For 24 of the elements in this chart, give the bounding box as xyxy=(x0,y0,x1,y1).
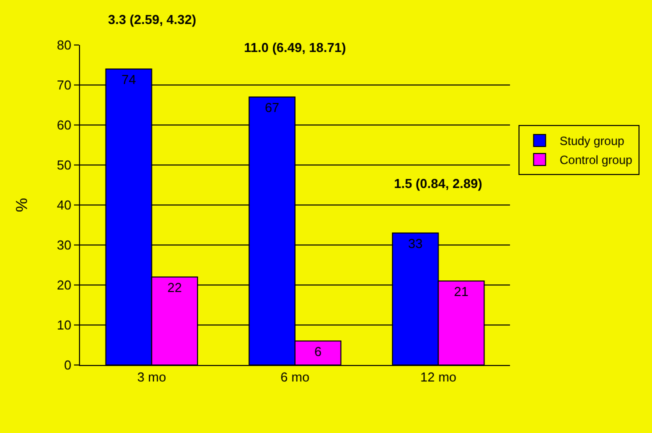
annotation: 1.5 (0.84, 2.89) xyxy=(394,176,482,191)
data-label: 67 xyxy=(264,100,280,115)
x-tick-label: 6 mo xyxy=(280,370,310,385)
text: 3.3 (2.59, 4.32) xyxy=(108,12,196,27)
data-label: 6 xyxy=(314,344,322,359)
legend-label: Study group xyxy=(560,134,625,148)
legend-label: Control group xyxy=(560,153,633,168)
data-label: 22 xyxy=(167,280,182,295)
y-axis-title: % xyxy=(14,198,31,212)
data-label: 21 xyxy=(454,284,468,299)
x-tick-label: 12 mo xyxy=(420,370,456,385)
y-tick-label: 70 xyxy=(56,78,72,93)
y-tick-label: 30 xyxy=(56,238,72,253)
y-tick-label: 40 xyxy=(56,198,72,213)
data-label: 74 xyxy=(122,72,136,87)
data-label: 33 xyxy=(408,236,423,251)
y-tick-label: 0 xyxy=(64,358,72,373)
x-tick-label: 3 mo xyxy=(137,370,166,385)
y-tick-label: 60 xyxy=(56,118,72,133)
annotation: 11.0 (6.49, 18.71) xyxy=(244,40,346,55)
y-tick-label: 10 xyxy=(56,318,72,333)
y-tick-label: 20 xyxy=(56,278,72,293)
y-tick-label: 50 xyxy=(56,158,72,173)
y-tick-label: 80 xyxy=(56,38,72,53)
